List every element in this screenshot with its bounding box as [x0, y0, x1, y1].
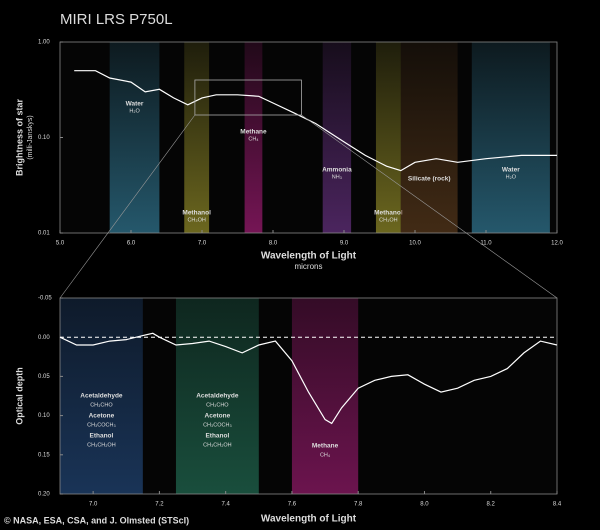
x-tick-label: 11.0	[480, 241, 492, 247]
band-label: CH₄	[248, 136, 259, 142]
band-label: Methanol	[182, 210, 211, 217]
band	[109, 42, 160, 233]
y-axis-label: Brightness of star	[14, 98, 24, 176]
band-label: Methane	[240, 129, 267, 136]
x-tick-label: 12.0	[551, 241, 563, 247]
y-tick-label: 0.05	[38, 374, 50, 380]
band-label: CH₃COCH₃	[203, 422, 232, 428]
x-tick-label: 5.0	[56, 241, 65, 247]
spectrum-line	[74, 70, 557, 172]
band	[175, 298, 259, 494]
band-label: Water	[502, 167, 520, 174]
band	[400, 42, 458, 233]
x-tick-label: 8.2	[487, 502, 496, 508]
band	[471, 42, 550, 233]
y-tick-label: 0.01	[38, 231, 50, 237]
band-label: CH₃COCH₃	[87, 422, 116, 428]
x-tick-label: 8.0	[420, 502, 429, 508]
zoom-box	[194, 79, 302, 116]
y-axis-sublabel: (milli-Janskys)	[27, 115, 34, 159]
band-label: Ammonia	[322, 167, 352, 174]
y-tick-label: -0.05	[38, 296, 52, 302]
band-label: CH₃CHO	[206, 402, 229, 408]
y-tick-label: 0.10	[38, 413, 50, 419]
band-label: Acetone	[205, 413, 231, 420]
band-label: CH₃CH₂OH	[203, 442, 232, 448]
x-axis-label: Wavelength of Light	[261, 251, 357, 262]
x-tick-label: 8.4	[553, 502, 562, 508]
y-tick-label: 0.20	[38, 492, 50, 498]
band-label: Acetaldehyde	[196, 393, 239, 400]
y-tick-label: 1.00	[38, 40, 50, 46]
chart-title: MIRI LRS P750L	[60, 11, 173, 28]
band-label: Acetone	[89, 413, 115, 420]
zoom-connector	[301, 114, 558, 299]
x-tick-label: 7.4	[221, 502, 230, 508]
y-axis-label: Optical depth	[14, 367, 24, 425]
y-tick-label: 0.00	[38, 335, 50, 341]
band-label: CH₃OH	[187, 217, 205, 223]
band-label: Silicate (rock)	[408, 176, 451, 183]
band	[244, 42, 263, 233]
band-label: Methane	[312, 443, 339, 450]
x-tick-label: 7.0	[198, 241, 207, 247]
band-label: CH₃OH	[379, 217, 397, 223]
band-label: H₂O	[129, 108, 140, 114]
y-tick-label: 0.15	[38, 452, 50, 458]
zoom-connector	[59, 114, 196, 299]
band-label: Acetaldehyde	[80, 393, 123, 400]
band-label: H₂O	[506, 174, 517, 180]
y-tick-label: 0.10	[38, 135, 50, 141]
x-tick-label: 7.0	[89, 502, 98, 508]
band-label: CH₃CHO	[90, 402, 113, 408]
plot-frame	[59, 297, 558, 495]
band-label: NH₃	[332, 174, 342, 180]
x-axis-label: Wavelength of Light	[261, 514, 357, 525]
x-tick-label: 7.8	[354, 502, 363, 508]
credit: © NASA, ESA, CSA, and J. Olmsted (STScI)	[4, 515, 189, 525]
x-tick-label: 7.2	[155, 502, 164, 508]
band	[60, 298, 143, 494]
band	[375, 42, 401, 233]
band-label: CH₃CH₂OH	[87, 442, 116, 448]
band	[291, 298, 359, 494]
x-tick-label: 7.6	[288, 502, 297, 508]
band-label: Water	[126, 101, 144, 108]
x-tick-label: 9.0	[340, 241, 349, 247]
x-tick-label: 10.0	[409, 241, 421, 247]
x-axis-sublabel: microns	[294, 262, 322, 271]
band-label: CH₄	[320, 452, 331, 458]
band-label: Methanol	[374, 210, 403, 217]
spectrum-line	[59, 332, 558, 425]
band-label: Ethanol	[205, 433, 229, 440]
band-label: Ethanol	[89, 433, 113, 440]
x-tick-label: 8.0	[269, 241, 278, 247]
band	[184, 42, 210, 233]
x-tick-label: 6.0	[127, 241, 136, 247]
